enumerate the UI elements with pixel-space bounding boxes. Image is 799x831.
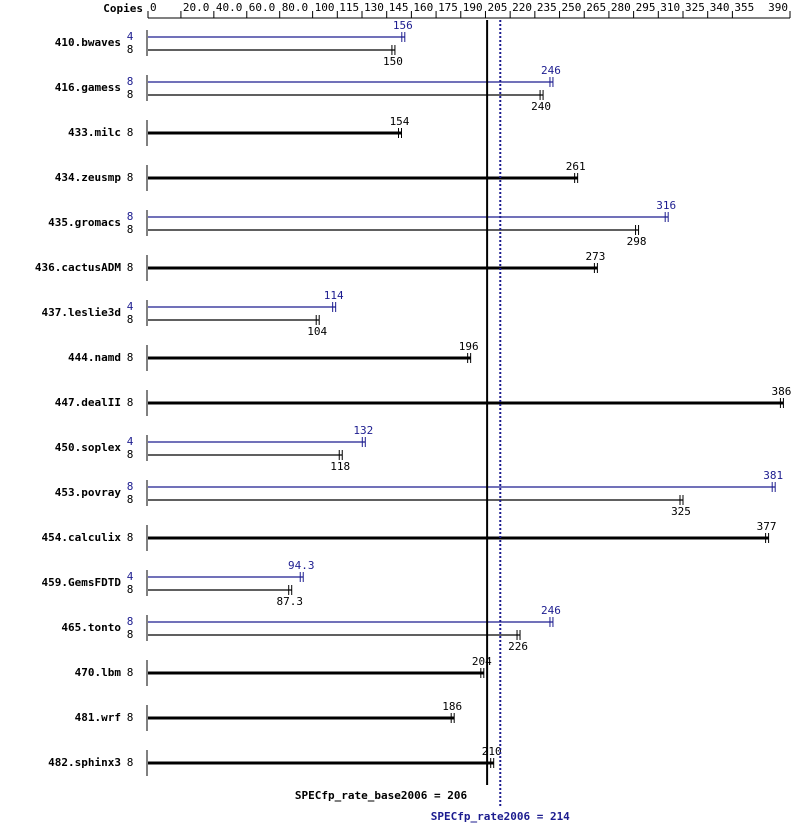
copies-label: 8	[127, 666, 134, 679]
copies-label: 4	[127, 300, 134, 313]
peak-value-label: 246	[541, 64, 561, 77]
benchmark-name: 436.cactusADM	[35, 261, 121, 274]
base-value-label: 104	[307, 325, 327, 338]
peak-value-label: 246	[541, 604, 561, 617]
peak-value-label: 156	[393, 19, 413, 32]
base-value-label: 298	[627, 235, 647, 248]
peak-value-label: 114	[324, 289, 344, 302]
copies-label: 8	[127, 313, 134, 326]
x-tick-label: 265	[586, 1, 606, 14]
copies-label: 4	[127, 435, 134, 448]
peak-value-label: 381	[763, 469, 783, 482]
base-value-label: 150	[383, 55, 403, 68]
peak-value-label: 132	[353, 424, 373, 437]
copies-label: 8	[127, 583, 134, 596]
x-tick-label: 20.0	[183, 1, 210, 14]
base-value-label: 273	[585, 250, 605, 263]
copies-label: 8	[127, 261, 134, 274]
base-value-label: 186	[442, 700, 462, 713]
copies-label: 4	[127, 570, 134, 583]
base-value-label: 154	[390, 115, 410, 128]
copies-label: 8	[127, 43, 134, 56]
x-tick-label: 40.0	[216, 1, 243, 14]
x-tick-label: 235	[537, 1, 557, 14]
copies-label: 8	[127, 628, 134, 641]
benchmark-name: 481.wrf	[75, 711, 121, 724]
copies-label: 8	[127, 88, 134, 101]
base-value-label: 325	[671, 505, 691, 518]
base-value-label: 226	[508, 640, 528, 653]
base-summary-label: SPECfp_rate_base2006 = 206	[295, 789, 468, 802]
x-tick-label: 190	[463, 1, 483, 14]
peak-summary-label: SPECfp_rate2006 = 214	[431, 810, 570, 823]
base-value-label: 386	[771, 385, 791, 398]
copies-label: 8	[127, 396, 134, 409]
benchmark-name: 482.sphinx3	[48, 756, 121, 769]
base-value-label: 196	[459, 340, 479, 353]
benchmark-name: 465.tonto	[61, 621, 121, 634]
peak-value-label: 94.3	[288, 559, 315, 572]
copies-label: 8	[127, 75, 134, 88]
base-value-label: 210	[482, 745, 502, 758]
benchmark-name: 450.soplex	[55, 441, 122, 454]
copies-label: 8	[127, 351, 134, 364]
x-tick-label: 80.0	[282, 1, 309, 14]
x-tick-label: 145	[389, 1, 409, 14]
x-tick-label: 115	[339, 1, 359, 14]
base-value-label: 118	[330, 460, 350, 473]
copies-label: 8	[127, 756, 134, 769]
benchmark-name: 410.bwaves	[55, 36, 121, 49]
benchmark-name: 435.gromacs	[48, 216, 121, 229]
x-tick-label: 310	[660, 1, 680, 14]
copies-label: 8	[127, 448, 134, 461]
x-tick-label: 390	[768, 1, 788, 14]
x-tick-label: 0	[150, 1, 157, 14]
x-tick-label: 220	[512, 1, 532, 14]
base-value-label: 261	[566, 160, 586, 173]
x-tick-label: 60.0	[249, 1, 276, 14]
x-tick-label: 100	[315, 1, 335, 14]
copies-label: 8	[127, 615, 134, 628]
x-tick-label: 340	[710, 1, 730, 14]
benchmark-name: 434.zeusmp	[55, 171, 122, 184]
copies-label: 8	[127, 210, 134, 223]
x-tick-label: 355	[734, 1, 754, 14]
copies-label: 8	[127, 171, 134, 184]
benchmark-name: 470.lbm	[75, 666, 122, 679]
benchmark-name: 459.GemsFDTD	[42, 576, 122, 589]
x-tick-label: 205	[487, 1, 507, 14]
copies-label: 8	[127, 126, 134, 139]
base-value-label: 377	[757, 520, 777, 533]
peak-value-label: 316	[656, 199, 676, 212]
copies-label: 8	[127, 480, 134, 493]
x-tick-label: 130	[364, 1, 384, 14]
base-value-label: 204	[472, 655, 492, 668]
benchmark-name: 444.namd	[68, 351, 121, 364]
x-tick-label: 250	[562, 1, 582, 14]
copies-header: Copies	[103, 2, 143, 15]
base-value-label: 87.3	[276, 595, 303, 608]
benchmark-name: 454.calculix	[42, 531, 122, 544]
base-value-label: 240	[531, 100, 551, 113]
benchmark-name: 453.povray	[55, 486, 122, 499]
benchmark-name: 416.gamess	[55, 81, 121, 94]
benchmark-name: 433.milc	[68, 126, 121, 139]
x-tick-label: 160	[413, 1, 433, 14]
benchmark-name: 437.leslie3d	[42, 306, 121, 319]
x-tick-label: 280	[611, 1, 631, 14]
copies-label: 8	[127, 531, 134, 544]
x-tick-label: 295	[636, 1, 656, 14]
copies-label: 8	[127, 493, 134, 506]
x-tick-label: 175	[438, 1, 458, 14]
copies-label: 8	[127, 711, 134, 724]
copies-label: 4	[127, 30, 134, 43]
x-tick-label: 325	[685, 1, 705, 14]
copies-label: 8	[127, 223, 134, 236]
benchmark-name: 447.dealII	[55, 396, 121, 409]
